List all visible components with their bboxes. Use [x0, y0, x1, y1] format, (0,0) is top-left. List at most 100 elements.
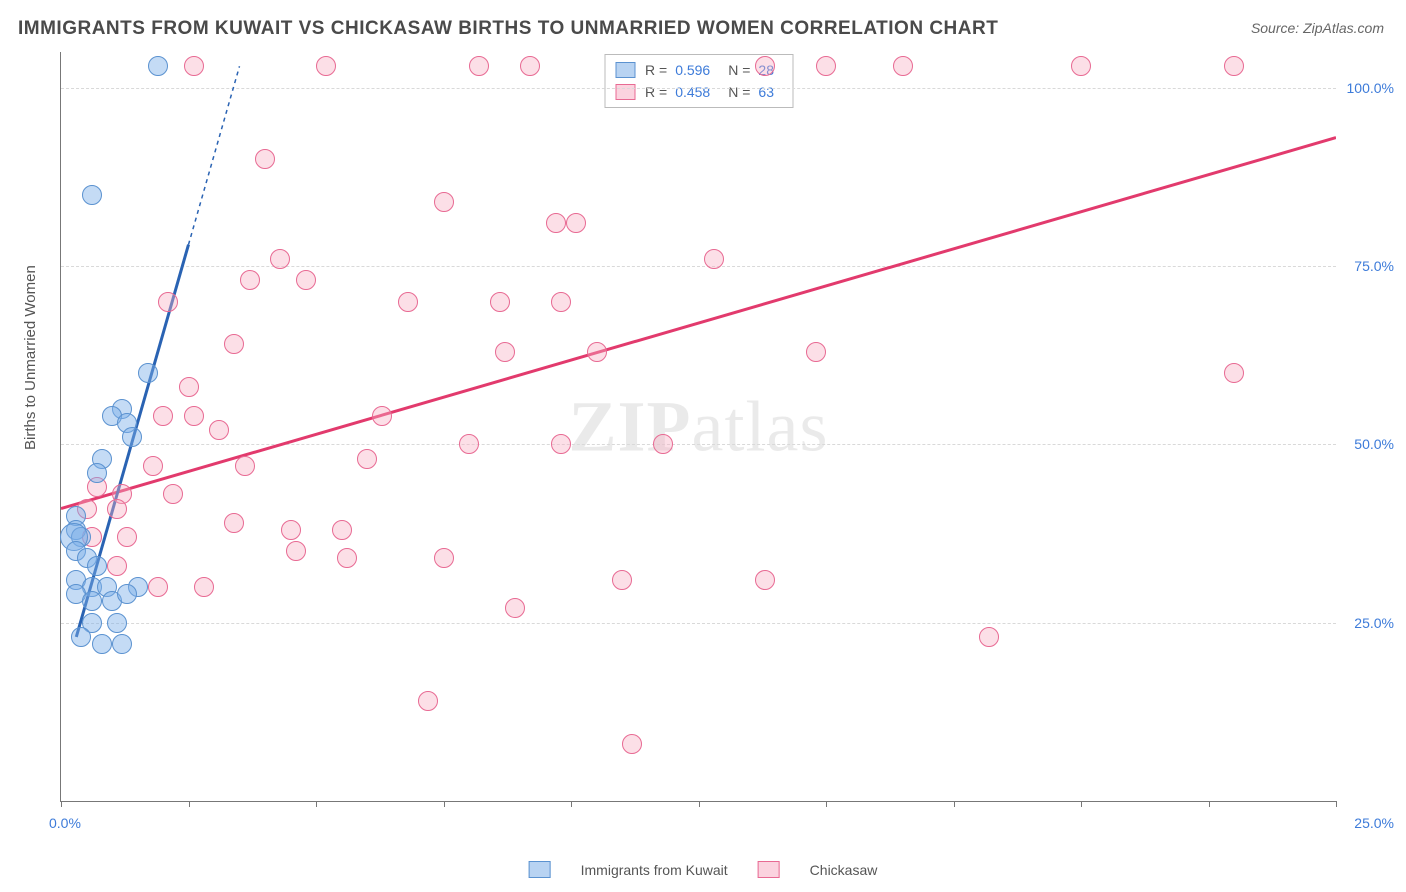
y-tick-label: 25.0%	[1354, 615, 1394, 631]
data-point	[520, 56, 540, 76]
swatch-pink-icon	[615, 84, 635, 100]
data-point	[107, 499, 127, 519]
data-point	[255, 149, 275, 169]
legend-swatch-blue-icon	[529, 861, 551, 878]
data-point	[158, 292, 178, 312]
source-attribution: Source: ZipAtlas.com	[1251, 20, 1384, 36]
x-tick	[699, 801, 700, 807]
pink-r-value: 0.458	[675, 81, 710, 103]
data-point	[148, 577, 168, 597]
data-point	[1071, 56, 1091, 76]
data-point	[122, 427, 142, 447]
source-link[interactable]: ZipAtlas.com	[1303, 20, 1384, 36]
data-point	[332, 520, 352, 540]
n-label: N =	[728, 59, 750, 81]
data-point	[551, 292, 571, 312]
data-point	[296, 270, 316, 290]
r-label: R =	[645, 81, 667, 103]
data-point	[153, 406, 173, 426]
gridline	[61, 623, 1336, 624]
data-point	[372, 406, 392, 426]
data-point	[224, 513, 244, 533]
stats-row-pink: R = 0.458 N = 63	[615, 81, 782, 103]
data-point	[235, 456, 255, 476]
x-tick	[444, 801, 445, 807]
data-point	[490, 292, 510, 312]
data-point	[893, 56, 913, 76]
legend: Immigrants from Kuwait Chickasaw	[529, 861, 878, 878]
data-point	[459, 434, 479, 454]
data-point	[107, 556, 127, 576]
data-point	[816, 56, 836, 76]
data-point	[184, 406, 204, 426]
gridline	[61, 88, 1336, 89]
data-point	[434, 192, 454, 212]
data-point	[209, 420, 229, 440]
data-point	[143, 456, 163, 476]
data-point	[117, 527, 137, 547]
watermark-zip: ZIP	[569, 386, 692, 466]
data-point	[495, 342, 515, 362]
x-tick	[1081, 801, 1082, 807]
data-point	[82, 591, 102, 611]
data-point	[704, 249, 724, 269]
data-point	[434, 548, 454, 568]
x-tick	[316, 801, 317, 807]
scatter-plot-area: ZIPatlas R = 0.596 N = 28 R = 0.458 N = …	[60, 52, 1336, 802]
x-axis-last-label: 25.0%	[1354, 815, 1394, 831]
data-point	[87, 556, 107, 576]
x-tick	[954, 801, 955, 807]
x-tick	[61, 801, 62, 807]
data-point	[87, 463, 107, 483]
data-point	[224, 334, 244, 354]
chart-title: IMMIGRANTS FROM KUWAIT VS CHICKASAW BIRT…	[18, 18, 998, 40]
x-tick	[1336, 801, 1337, 807]
n-label: N =	[728, 81, 750, 103]
data-point	[184, 56, 204, 76]
x-tick	[826, 801, 827, 807]
legend-blue-label: Immigrants from Kuwait	[581, 862, 728, 878]
data-point	[755, 56, 775, 76]
data-point	[286, 541, 306, 561]
source-label: Source:	[1251, 20, 1303, 36]
x-tick	[571, 801, 572, 807]
data-point	[622, 734, 642, 754]
legend-pink-label: Chickasaw	[810, 862, 878, 878]
x-tick	[189, 801, 190, 807]
data-point	[566, 213, 586, 233]
data-point	[1224, 56, 1244, 76]
data-point	[806, 342, 826, 362]
data-point	[179, 377, 199, 397]
pink-n-value: 63	[758, 81, 774, 103]
data-point	[337, 548, 357, 568]
legend-swatch-pink-icon	[758, 861, 780, 878]
data-point	[281, 520, 301, 540]
data-point	[148, 56, 168, 76]
data-point	[755, 570, 775, 590]
data-point	[71, 627, 91, 647]
data-point	[107, 613, 127, 633]
data-point	[505, 598, 525, 618]
data-point	[418, 691, 438, 711]
data-point	[163, 484, 183, 504]
data-point	[357, 449, 377, 469]
data-point	[117, 584, 137, 604]
watermark: ZIPatlas	[569, 385, 829, 468]
data-point	[979, 627, 999, 647]
data-point	[138, 363, 158, 383]
data-point	[398, 292, 418, 312]
r-label: R =	[645, 59, 667, 81]
data-point	[612, 570, 632, 590]
data-point	[1224, 363, 1244, 383]
blue-r-value: 0.596	[675, 59, 710, 81]
data-point	[194, 577, 214, 597]
watermark-atlas: atlas	[692, 386, 829, 466]
swatch-blue-icon	[615, 62, 635, 78]
x-axis-first-label: 0.0%	[49, 815, 81, 831]
gridline	[61, 266, 1336, 267]
data-point	[92, 634, 112, 654]
y-tick-label: 50.0%	[1354, 436, 1394, 452]
y-tick-label: 100.0%	[1347, 80, 1394, 96]
data-point	[551, 434, 571, 454]
data-point	[82, 185, 102, 205]
